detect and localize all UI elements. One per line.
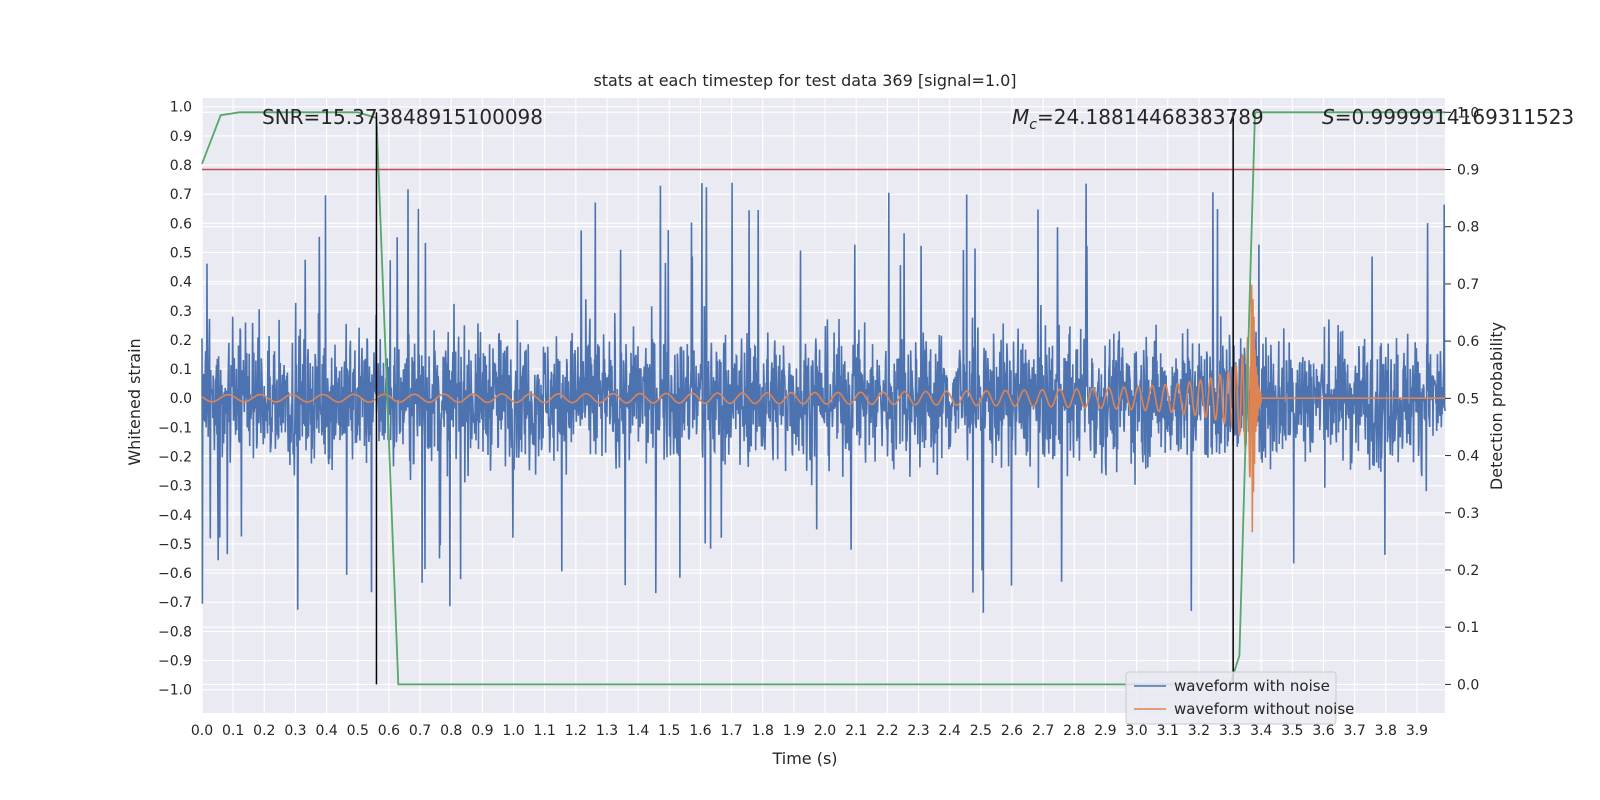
legend-box [1125,671,1337,725]
y2-tick-label: 0.7 [1457,277,1479,293]
y-tick-label: 0.7 [170,187,192,203]
y2-tick-label: 0.5 [1457,391,1479,407]
x-tick-label: 2.2 [876,723,898,739]
x-tick-label: 2.4 [939,723,961,739]
snr-annotation: SNR=15.373848915100098 [262,105,543,129]
y-tick-label: 0.3 [170,304,192,320]
y2-tick-label: 0.0 [1457,677,1479,693]
y2-tick-label: 0.3 [1457,506,1479,522]
x-tick-label: 1.5 [658,723,680,739]
x-tick-label: 0.3 [284,723,306,739]
x-tick-label: 2.3 [907,723,929,739]
y-tick-label: 0.9 [170,129,192,145]
x-tick-label: 2.8 [1063,723,1085,739]
x-tick-label: 3.5 [1281,723,1303,739]
x-tick-label: 1.0 [502,723,524,739]
y2-tick-label: 0.6 [1457,334,1479,350]
x-tick-label: 1.8 [752,723,774,739]
y-tick-label: −1.0 [158,683,192,699]
y-tick-label: 1.0 [170,100,192,116]
y-tick-label: 0.5 [170,245,192,261]
x-tick-label: 1.7 [720,723,742,739]
chirp-mass-subscript: c [1029,117,1037,133]
x-tick-label: 0.2 [253,723,275,739]
chirp-mass-symbol: M [1012,105,1029,129]
vertical-markers [375,112,1234,685]
y-tick-label: −0.6 [158,566,192,582]
x-axis-label: Time (s) [771,749,837,768]
x-tick-label: 0.8 [440,723,462,739]
x-tick-label: 1.6 [689,723,711,739]
y-tick-label: −0.3 [158,479,192,495]
x-tick-label: 0.1 [222,723,244,739]
y2-tick-label: 0.8 [1457,220,1479,236]
x-tick-label: 0.5 [347,723,369,739]
y-tick-label: 0.6 [170,216,192,232]
y-tick-label: −0.5 [158,537,192,553]
x-tick-label: 3.3 [1219,723,1241,739]
x-tick-label: 0.0 [191,723,213,739]
y-tick-label: 0.4 [170,275,192,291]
series-detection-probability [201,111,1445,686]
x-tick-label: 2.1 [845,723,867,739]
y2-tick-label: 0.2 [1457,563,1479,579]
x-tick-label: 3.7 [1344,723,1366,739]
x-tick-label: 3.8 [1375,723,1397,739]
s-value: =0.9999914169311523 [1335,105,1574,129]
x-tick-label: 1.4 [627,723,649,739]
x-tick-label: 0.6 [378,723,400,739]
y2-tick-label: 0.1 [1457,620,1479,636]
clean-waveform-line [201,284,1445,533]
x-tick-label: 3.1 [1157,723,1179,739]
y-tick-label: −0.8 [158,624,192,640]
chirp-mass-value: =24.18814468383789 [1037,105,1264,129]
x-tick-label: 3.9 [1406,723,1428,739]
x-tick-label: 3.4 [1250,723,1272,739]
y-tick-label: 0.1 [170,362,192,378]
x-tick-label: 1.9 [783,723,805,739]
probability-line [201,111,1445,686]
x-tick-label: 2.7 [1032,723,1054,739]
y-tick-label: −0.4 [158,508,192,524]
x-tick-label: 1.3 [596,723,618,739]
y2-tick-label: 0.4 [1457,449,1479,465]
x-tick-label: 2.6 [1001,723,1023,739]
y-tick-label: −0.9 [158,654,192,670]
x-tick-label: 2.0 [814,723,836,739]
x-tick-label: 1.1 [534,723,556,739]
y-tick-label: 0.2 [170,333,192,349]
s-symbol: S [1322,105,1335,129]
y2-axis-label: Detection probability [1487,322,1506,490]
s-annotation: S=0.9999914169311523 [1322,105,1574,129]
x-tick-label: 1.2 [565,723,587,739]
x-tick-label: 2.5 [970,723,992,739]
y-tick-label: −0.1 [158,420,192,436]
y-axis-ticks: 1.0 0.9 0.8 0.7 0.6 0.5 0.4 0.3 0.2 0.1 0.0 −0.1 −0.… [158,100,192,699]
x-tick-label: 3.6 [1312,723,1334,739]
x-tick-label: 2.9 [1094,723,1116,739]
chirp-mass-annotation: Mc=24.18814468383789 [1012,105,1264,133]
y-tick-label: −0.2 [158,450,192,466]
y2-tick-label: 0.9 [1457,163,1479,179]
legend-label-clean: waveform without noise [1174,700,1354,718]
x-tick-label: 0.4 [315,723,337,739]
chart-title: stats at each timestep for test data 369… [593,71,1016,90]
x-tick-label: 0.9 [471,723,493,739]
x-axis-ticks: 0.0 0.1 0.2 0.3 0.4 0.5 0.6 0.7 0.8 0.9 1.0 1.1 1.2 1… [191,723,1428,739]
y-tick-label: −0.7 [158,595,192,611]
x-tick-label: 3.0 [1125,723,1147,739]
x-tick-label: 3.2 [1188,723,1210,739]
x-tick-label: 0.7 [409,723,431,739]
series-waveform-without-noise [201,284,1445,533]
y2-tick-label: 1.0 [1457,105,1479,121]
legend-label-noise: waveform with noise [1174,677,1330,695]
y2-axis-ticks: 1.0 0.9 0.8 0.7 0.6 0.5 0.4 0.3 0.2 0.1 0.0 [1445,105,1479,693]
y-tick-label: 0.0 [170,391,192,407]
y-tick-label: 0.8 [170,158,192,174]
legend: waveform with noise waveform without noi… [1125,671,1354,725]
y-axis-label: Whitened strain [125,338,144,465]
